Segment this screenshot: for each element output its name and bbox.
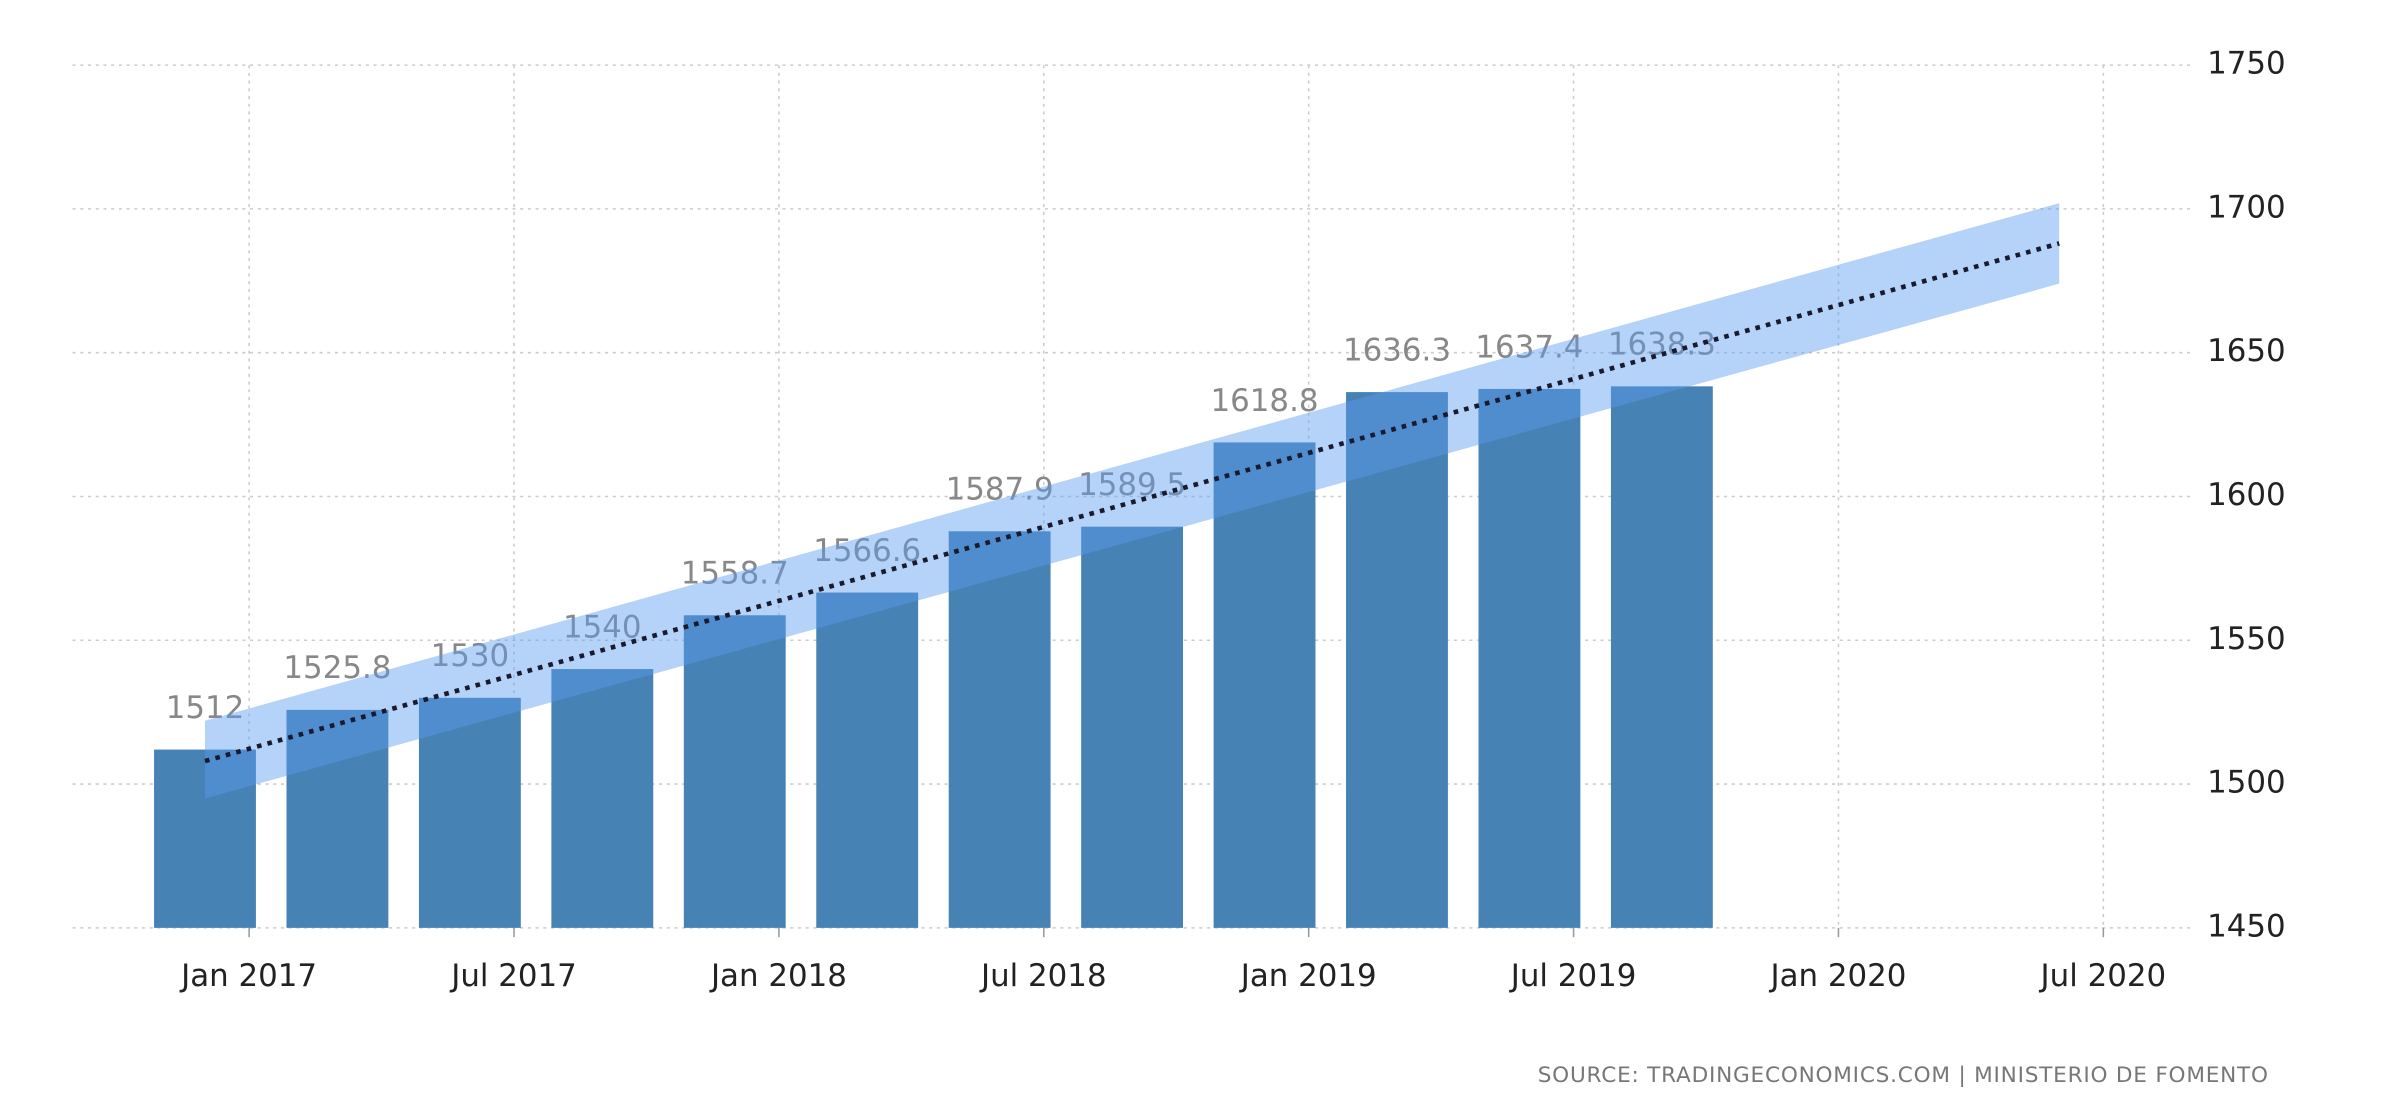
x-tick-label: Jul 2017 (449, 958, 577, 994)
trend-line (204, 241, 2060, 764)
data-label: 1637.4 (1475, 329, 1583, 365)
data-label: 1566.6 (813, 533, 921, 569)
bar (1213, 442, 1316, 928)
bar (154, 749, 256, 928)
data-label: 1636.3 (1343, 332, 1451, 368)
data-label: 1540 (563, 609, 642, 645)
bar (1346, 392, 1448, 928)
data-label: 1618.8 (1211, 383, 1319, 419)
bar (1478, 388, 1581, 928)
bar (418, 697, 521, 928)
bar (551, 669, 654, 928)
data-label: 1587.9 (946, 472, 1054, 508)
bar (1081, 526, 1184, 928)
x-tick-label: Jan 2019 (1239, 958, 1377, 994)
x-tick-label: Jul 2019 (1509, 958, 1637, 994)
data-label: 1558.7 (681, 556, 789, 592)
data-label: 1638.3 (1608, 327, 1716, 363)
x-tick-label: Jan 2020 (1768, 958, 1906, 994)
bar (1610, 386, 1713, 928)
data-label: 1589.5 (1078, 467, 1186, 503)
bar (683, 615, 786, 928)
y-tick-label: 1500 (2207, 765, 2286, 801)
y-tick-label: 1450 (2207, 908, 2286, 944)
data-label: 1525.8 (283, 650, 391, 686)
x-tick-label: Jan 2018 (709, 958, 847, 994)
bar (816, 592, 919, 928)
y-tick-label: 1700 (2207, 189, 2286, 225)
y-tick-label: 1750 (2207, 46, 2286, 82)
y-tick-label: 1600 (2207, 477, 2286, 513)
y-tick-label: 1550 (2207, 621, 2286, 657)
bar (286, 709, 389, 928)
x-tick-label: Jul 2020 (2039, 958, 2167, 994)
x-tick-label: Jul 2018 (979, 958, 1107, 994)
data-label: 1530 (431, 638, 510, 674)
source: SOURCE: TRADINGECONOMICS.COM | MINISTERI… (1538, 1063, 2269, 1088)
y-tick-label: 1650 (2207, 333, 2286, 369)
data-label: 1512 (166, 690, 245, 726)
x-tick-label: Jan 2017 (179, 958, 317, 994)
bar (948, 531, 1051, 928)
